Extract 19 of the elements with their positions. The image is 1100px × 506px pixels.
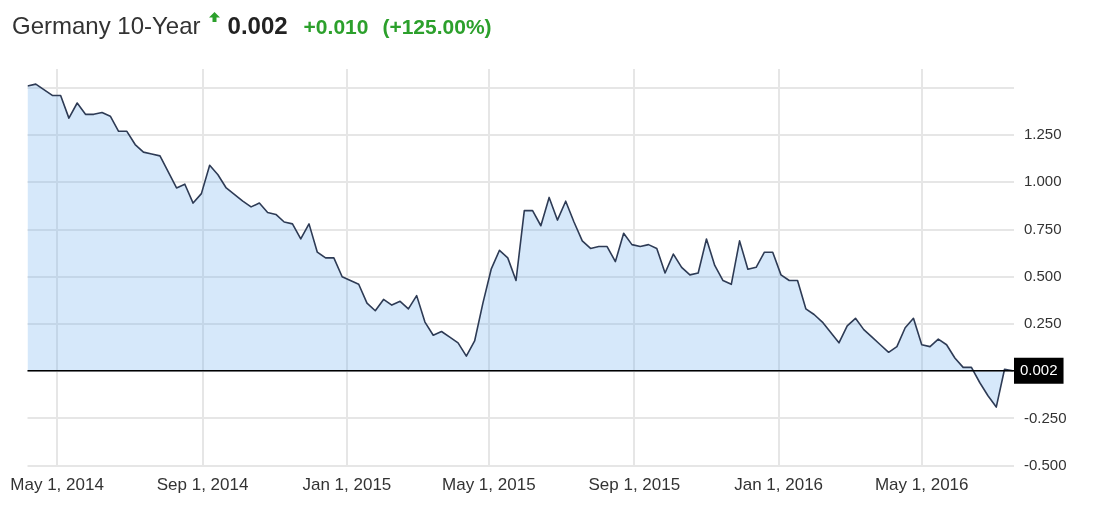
- y-tick-label: -0.500: [1024, 455, 1067, 473]
- y-tick-label: 0.250: [1024, 314, 1062, 332]
- x-tick-label: May 1, 2016: [874, 475, 969, 495]
- x-tick-label: May 1, 2014: [10, 475, 104, 495]
- x-tick-label: Sep 1, 2015: [588, 475, 681, 495]
- text: (+125.00%): [382, 15, 492, 38]
- x-tick-label: Sep 1, 2014: [156, 475, 249, 495]
- x-tick-label: Jan 1, 2015: [302, 475, 392, 495]
- chart-title: Germany 10-Year: [12, 12, 201, 40]
- text: 0.002: [227, 12, 288, 39]
- ref-line-label: 0.002: [1020, 360, 1058, 378]
- y-tick-label: -0.250: [1024, 408, 1067, 426]
- x-tick-label: Jan 1, 2016: [734, 475, 824, 495]
- y-tick-label: 0.500: [1024, 266, 1062, 284]
- text: +0.010: [303, 15, 369, 38]
- y-tick-label: 1.250: [1024, 125, 1062, 143]
- y-tick-label: 0.750: [1024, 219, 1062, 237]
- x-tick-label: May 1, 2015: [442, 475, 536, 495]
- y-tick-label: 1.000: [1024, 172, 1062, 190]
